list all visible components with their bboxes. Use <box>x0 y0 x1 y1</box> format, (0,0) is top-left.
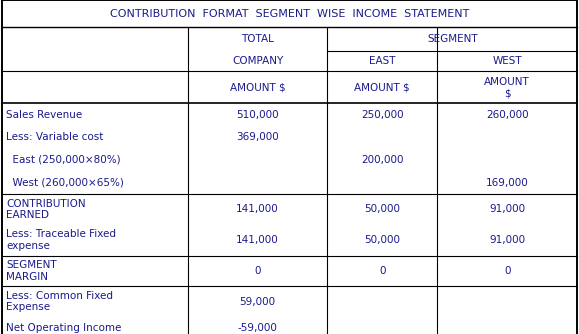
Text: 169,000: 169,000 <box>486 178 529 188</box>
Text: SEGMENT: SEGMENT <box>427 34 478 44</box>
Text: Less: Common Fixed
Expense: Less: Common Fixed Expense <box>6 291 113 312</box>
Text: 91,000: 91,000 <box>489 235 525 245</box>
Text: WEST: WEST <box>492 56 522 66</box>
Text: Sales Revenue: Sales Revenue <box>6 110 83 120</box>
Text: Net Operating Income: Net Operating Income <box>6 323 122 333</box>
Text: 0: 0 <box>504 266 511 276</box>
Text: 369,000: 369,000 <box>236 132 279 142</box>
Text: 59,000: 59,000 <box>240 297 276 307</box>
Text: COMPANY: COMPANY <box>232 56 283 66</box>
Text: 0: 0 <box>254 266 261 276</box>
Text: 250,000: 250,000 <box>361 110 404 120</box>
Text: 200,000: 200,000 <box>361 155 404 165</box>
Text: AMOUNT $: AMOUNT $ <box>230 82 285 92</box>
Text: 50,000: 50,000 <box>364 235 400 245</box>
Text: 510,000: 510,000 <box>236 110 279 120</box>
Text: West (260,000×65%): West (260,000×65%) <box>6 178 124 188</box>
Text: CONTRIBUTION
EARNED: CONTRIBUTION EARNED <box>6 199 86 220</box>
Text: 141,000: 141,000 <box>236 204 279 214</box>
Text: TOTAL: TOTAL <box>241 34 274 44</box>
Text: SEGMENT
MARGIN: SEGMENT MARGIN <box>6 260 57 282</box>
Text: 260,000: 260,000 <box>486 110 529 120</box>
Text: 50,000: 50,000 <box>364 204 400 214</box>
Text: CONTRIBUTION  FORMAT  SEGMENT  WISE  INCOME  STATEMENT: CONTRIBUTION FORMAT SEGMENT WISE INCOME … <box>110 9 469 19</box>
Text: 91,000: 91,000 <box>489 204 525 214</box>
Text: EAST: EAST <box>369 56 395 66</box>
Text: 141,000: 141,000 <box>236 235 279 245</box>
Text: Less: Traceable Fixed
expense: Less: Traceable Fixed expense <box>6 229 116 251</box>
Text: 0: 0 <box>379 266 386 276</box>
Text: Less: Variable cost: Less: Variable cost <box>6 132 104 142</box>
Text: AMOUNT
$: AMOUNT $ <box>484 76 530 98</box>
Text: AMOUNT $: AMOUNT $ <box>354 82 410 92</box>
Text: -59,000: -59,000 <box>238 323 277 333</box>
Text: East (250,000×80%): East (250,000×80%) <box>6 155 121 165</box>
